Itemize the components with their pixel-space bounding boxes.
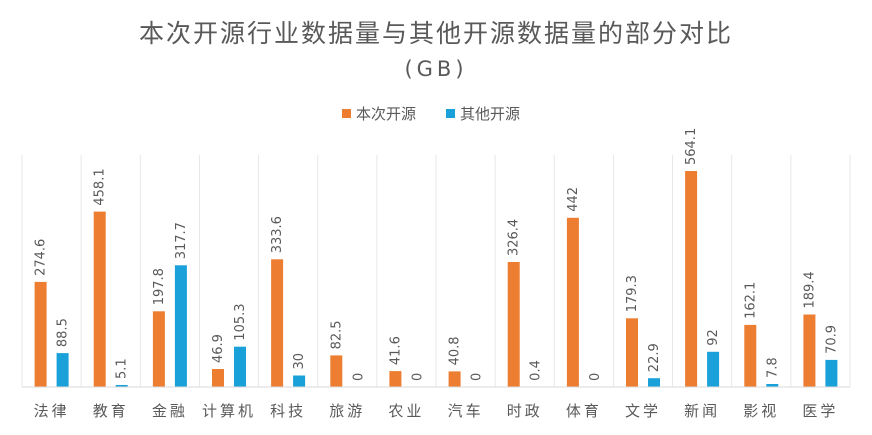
bar-series-2-科技: [293, 375, 306, 387]
data-label-series-1-体育: 442: [566, 187, 581, 212]
bar-series-1-法律: [34, 281, 47, 387]
bar-series-1-旅游: [330, 355, 343, 387]
data-label-series-1-科技: 333.6: [270, 216, 285, 253]
data-label-series-2-法律: 88.5: [56, 318, 71, 347]
data-label-series-1-计算机: 46.9: [211, 334, 226, 363]
category-label-科技: 科技: [270, 402, 306, 420]
bar-series-2-影视: [766, 384, 779, 387]
category-label-计算机: 计算机: [202, 402, 256, 420]
bar-series-1-农业: [389, 371, 402, 387]
data-label-series-2-农业: 0: [410, 373, 425, 381]
data-label-series-2-影视: 7.8: [765, 357, 780, 378]
category-label-农业: 农业: [388, 402, 424, 420]
data-label-series-1-汽车: 40.8: [448, 336, 463, 365]
bar-series-1-金融: [152, 311, 165, 387]
bar-series-2-法律: [56, 353, 69, 387]
bar-series-2-计算机: [234, 346, 246, 387]
data-label-series-2-文学: 22.9: [647, 343, 662, 372]
bar-series-2-金融: [174, 265, 187, 387]
category-label-教育: 教育: [93, 402, 129, 420]
bar-series-1-医学: [803, 314, 816, 387]
data-label-series-1-文学: 179.3: [625, 275, 640, 312]
category-label-文学: 文学: [625, 402, 661, 420]
category-label-影视: 影视: [743, 402, 779, 420]
bar-series-1-教育: [93, 211, 106, 387]
bar-series-1-时政: [507, 262, 520, 387]
data-label-series-2-汽车: 0: [470, 373, 485, 381]
category-label-金融: 金融: [152, 402, 188, 420]
bar-series-2-医学: [825, 359, 838, 387]
bar-series-1-科技: [271, 259, 284, 387]
bar-series-2-新闻: [707, 351, 720, 387]
category-label-时政: 时政: [507, 402, 543, 420]
legend-label-series-1: 本次开源: [356, 105, 416, 123]
category-grid: [21, 155, 851, 387]
category-labels: 法律 教育 金融 计算机 科技 旅游 农业 汽车 时政 体育 文学 新闻 影视 医学: [34, 402, 838, 420]
chart-subtitle: (GB): [404, 57, 467, 81]
category-label-法律: 法律: [34, 402, 70, 420]
data-label-series-2-体育: 0: [588, 373, 603, 381]
data-label-series-1-金融: 197.8: [152, 268, 167, 305]
bar-series-1-影视: [744, 324, 757, 387]
category-label-医学: 医学: [802, 402, 838, 420]
data-label-series-2-金融: 317.7: [174, 222, 189, 259]
data-label-series-2-时政: 0.4: [529, 360, 544, 381]
data-label-series-1-旅游: 82.5: [329, 320, 344, 349]
data-label-series-2-旅游: 0: [351, 373, 366, 381]
bar-series-1-文学: [626, 318, 638, 387]
legend-swatch-series-1: [342, 109, 351, 118]
bar-series-1-体育: [566, 217, 579, 387]
category-label-汽车: 汽车: [448, 402, 484, 420]
data-label-series-1-医学: 189.4: [802, 271, 817, 308]
data-label-series-1-法律: 274.6: [34, 239, 49, 276]
bar-series-2-文学: [648, 378, 660, 387]
data-labels: 274.6 88.5 458.1 5.1 197.8 317.7 46.9 105.3 333.…: [34, 128, 840, 381]
category-label-旅游: 旅游: [329, 402, 365, 420]
data-label-series-2-教育: 5.1: [115, 358, 130, 379]
data-label-series-1-新闻: 564.1: [684, 128, 699, 165]
category-label-体育: 体育: [566, 402, 602, 420]
data-label-series-1-影视: 162.1: [743, 282, 758, 319]
data-label-series-1-农业: 41.6: [388, 336, 403, 365]
data-label-series-2-医学: 70.9: [824, 325, 839, 354]
data-label-series-2-科技: 30: [292, 353, 307, 370]
legend-swatch-series-2: [446, 109, 455, 118]
chart-title: 本次开源行业数据量与其他开源数据量的部分对比: [139, 19, 733, 48]
legend-label-series-2: 其他开源: [460, 105, 520, 123]
data-label-series-1-教育: 458.1: [93, 168, 108, 205]
bar-series-1-新闻: [685, 171, 698, 387]
data-label-series-1-时政: 326.4: [507, 219, 522, 256]
data-label-series-2-计算机: 105.3: [233, 303, 248, 340]
bar-series-1-计算机: [212, 369, 224, 387]
legend: 本次开源 其他开源: [342, 105, 520, 123]
bars: [34, 171, 838, 387]
category-label-新闻: 新闻: [684, 402, 720, 420]
data-label-series-2-新闻: 92: [706, 329, 721, 346]
bar-series-1-汽车: [448, 371, 461, 387]
bar-series-2-教育: [115, 385, 128, 387]
